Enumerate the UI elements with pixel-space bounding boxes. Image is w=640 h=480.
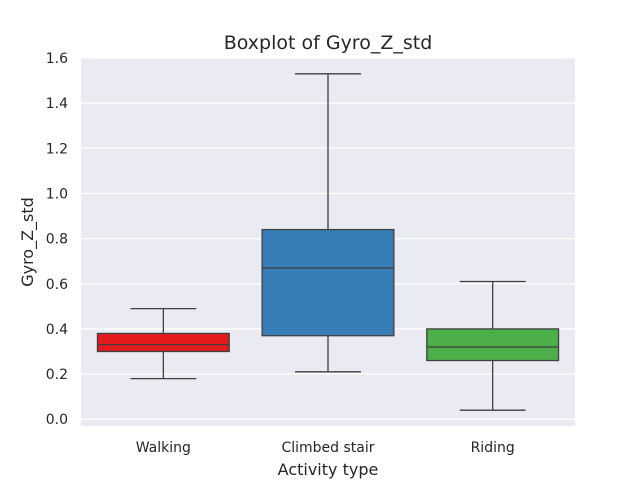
y-tick-label: 1.4 bbox=[46, 96, 68, 112]
x-tick-label: Riding bbox=[471, 440, 515, 456]
y-tick-label: 1.2 bbox=[46, 141, 68, 157]
x-tick-label: Walking bbox=[136, 440, 191, 456]
x-tick-label: Climbed stair bbox=[281, 440, 374, 456]
box-iqr bbox=[261, 228, 395, 337]
chart-title: Boxplot of Gyro_Z_std bbox=[224, 32, 433, 54]
y-tick-label: 0.2 bbox=[46, 367, 68, 383]
x-axis-ticks: Walking Climbed stair Riding bbox=[136, 440, 515, 456]
box-iqr bbox=[426, 328, 560, 362]
x-axis-label: Activity type bbox=[278, 460, 379, 479]
box-iqr bbox=[96, 332, 230, 353]
box-climbed-stair bbox=[261, 73, 395, 373]
y-axis-label: Gyro_Z_std bbox=[18, 197, 38, 287]
box-riding bbox=[426, 280, 560, 411]
y-tick-label: 0.4 bbox=[46, 322, 68, 338]
box-walking bbox=[96, 307, 230, 380]
y-axis-ticks: 0.0 0.2 0.4 0.6 0.8 1.0 1.2 1.4 1.6 bbox=[46, 51, 68, 428]
y-tick-label: 0.6 bbox=[46, 277, 68, 293]
y-tick-label: 0.0 bbox=[46, 412, 68, 428]
y-tick-label: 0.8 bbox=[46, 232, 68, 248]
box-series bbox=[96, 73, 560, 411]
y-tick-label: 1.0 bbox=[46, 186, 68, 202]
y-tick-label: 1.6 bbox=[46, 51, 68, 67]
